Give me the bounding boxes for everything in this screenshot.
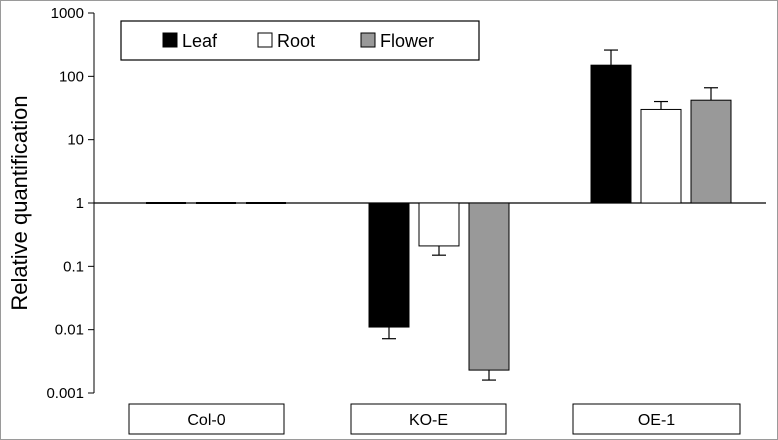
bar-flower-ko-e xyxy=(468,202,510,371)
legend-label-leaf: Leaf xyxy=(182,31,218,51)
y-tick-label: 0.1 xyxy=(63,258,84,275)
y-tick-label: 1 xyxy=(76,195,84,212)
y-tick-label: 1000 xyxy=(51,5,84,22)
category-box xyxy=(128,403,285,435)
bar-root-oe-1 xyxy=(640,108,682,204)
category-label-oe-1: OE-1 xyxy=(638,412,675,429)
category-label-ko-e: KO-E xyxy=(409,412,448,429)
legend-box xyxy=(120,20,480,61)
y-tick-label: 100 xyxy=(59,68,84,85)
category-box xyxy=(350,403,507,435)
bars xyxy=(146,49,732,381)
y-axis-label: Relative quantification xyxy=(7,95,32,310)
y-tick-label: 0.01 xyxy=(55,322,84,339)
bar-flower-oe-1 xyxy=(690,99,732,204)
legend-label-flower: Flower xyxy=(380,31,434,51)
legend-swatch-leaf xyxy=(162,32,178,48)
y-tick-label: 10 xyxy=(67,132,84,149)
bar-leaf-ko-e xyxy=(368,202,410,328)
legend-swatch-flower xyxy=(360,32,376,48)
legend-swatch-root xyxy=(257,32,273,48)
bar-root-ko-e xyxy=(418,202,460,247)
category-box xyxy=(572,403,741,435)
category-label-col-0: Col-0 xyxy=(187,412,225,429)
y-ticks: 0.001 0.01 0.1 1 10 100 1000 xyxy=(46,5,94,402)
y-tick-label: 0.001 xyxy=(46,385,84,402)
legend: Leaf Root Flower xyxy=(120,20,480,61)
bar-leaf-oe-1 xyxy=(590,64,632,204)
legend-label-root: Root xyxy=(277,31,315,51)
category-labels: Col-0 KO-E OE-1 xyxy=(128,403,741,435)
